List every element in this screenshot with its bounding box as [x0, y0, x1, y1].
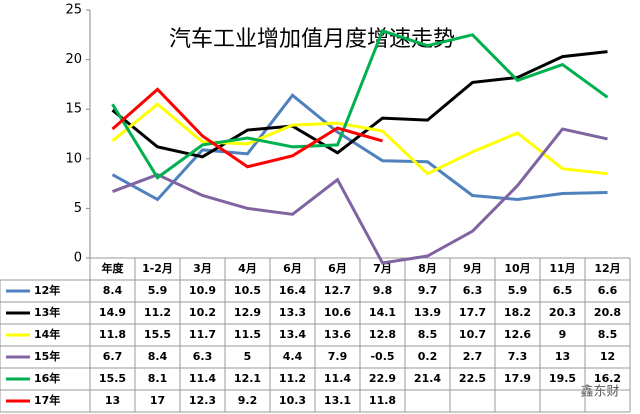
- table-cell: 15.5: [144, 328, 171, 341]
- table-cell: 6.5: [553, 284, 573, 297]
- table-cell: 9: [559, 328, 567, 341]
- table-cell: 10.2: [189, 306, 216, 319]
- table-cell: 22.5: [459, 372, 486, 385]
- table-cell: 18.2: [504, 306, 531, 319]
- table-cell: 12.8: [369, 328, 396, 341]
- table-cell: 22.9: [369, 372, 396, 385]
- x-tick-label: 9月: [463, 262, 482, 275]
- table-cell: 15.5: [99, 372, 126, 385]
- table-cell: 6.7: [103, 350, 123, 363]
- x-tick-label: 10月: [504, 262, 530, 275]
- y-tick-label: 25: [65, 3, 82, 18]
- table-cell: 8.4: [103, 284, 123, 297]
- y-tick-label: 10: [65, 151, 82, 166]
- table-cell: 5: [244, 350, 252, 363]
- x-tick-label: 6月: [328, 262, 347, 275]
- y-tick-label: 5: [74, 201, 82, 216]
- table-cell: 8.1: [148, 372, 168, 385]
- table-cell: 12: [600, 350, 615, 363]
- y-tick-label: 0: [74, 251, 82, 266]
- table-cell: 11.7: [189, 328, 216, 341]
- table-cell: 12.7: [324, 284, 351, 297]
- x-tick-label: 年度: [102, 261, 125, 275]
- legend-label: 16年: [34, 371, 60, 385]
- table-cell: 9.2: [238, 394, 258, 407]
- table-cell: 11.2: [144, 306, 171, 319]
- table-cell: 13: [555, 350, 570, 363]
- table-cell: 8.5: [598, 328, 618, 341]
- x-tick-label: 3月: [193, 262, 212, 275]
- table-cell: 17: [150, 394, 165, 407]
- series-line: [111, 28, 609, 180]
- table-cell: 13.4: [279, 328, 306, 341]
- watermark: 鑫东财: [580, 384, 619, 400]
- table-cell: 0.2: [418, 350, 438, 363]
- x-tick-label: 6月: [283, 262, 302, 275]
- table-cell: 21.4: [414, 372, 441, 385]
- table-cell: 14.9: [99, 306, 126, 319]
- table-cell: 10.9: [189, 284, 216, 297]
- table-cell: 9.8: [373, 284, 393, 297]
- table-cell: 17.9: [504, 372, 531, 385]
- x-tick-label: 1-2月: [142, 262, 173, 275]
- table-cell: 12.6: [504, 328, 531, 341]
- table-cell: 16.4: [279, 284, 306, 297]
- table-cell: 4.4: [283, 350, 303, 363]
- table-cell: 10.5: [234, 284, 261, 297]
- series-line: [111, 50, 608, 159]
- table-cell: 20.8: [594, 306, 621, 319]
- x-tick-label: 7月: [373, 262, 392, 275]
- table-cell: 5.9: [148, 284, 168, 297]
- table-cell: 11.4: [324, 372, 351, 385]
- table-cell: 20.3: [549, 306, 576, 319]
- x-tick-label: 12月: [594, 262, 620, 275]
- table-cell: 11.4: [189, 372, 216, 385]
- legend-label: 15年: [34, 349, 60, 363]
- table-cell: 16.2: [594, 372, 621, 385]
- table-cell: 11.2: [279, 372, 306, 385]
- table-cell: 13.9: [414, 306, 441, 319]
- x-tick-label: 11月: [549, 262, 575, 275]
- table-cell: 19.5: [549, 372, 576, 385]
- legend-label: 17年: [34, 393, 60, 407]
- table-cell: 5.9: [508, 284, 528, 297]
- table-cell: 13.3: [279, 306, 306, 319]
- table-cell: 8.5: [418, 328, 438, 341]
- x-tick-label: 8月: [418, 262, 437, 275]
- table-cell: 11.8: [369, 394, 396, 407]
- table-cell: 11.5: [234, 328, 261, 341]
- y-tick-label: 15: [65, 102, 82, 117]
- table-cell: 7.3: [508, 350, 528, 363]
- series-line: [111, 93, 608, 202]
- table-cell: 12.1: [234, 372, 261, 385]
- table-cell: 13: [105, 394, 120, 407]
- table-cell: 2.7: [463, 350, 483, 363]
- table-cell: 13.1: [324, 394, 351, 407]
- table-cell: 10.3: [279, 394, 306, 407]
- table-cell: 12.3: [189, 394, 216, 407]
- table-cell: 13.6: [324, 328, 351, 341]
- legend-label: 12年: [34, 283, 60, 297]
- table-cell: 9.7: [418, 284, 438, 297]
- table-cell: 6.3: [193, 350, 213, 363]
- series-line: [111, 127, 608, 265]
- table-cell: 10.6: [324, 306, 351, 319]
- table-cell: 8.4: [148, 350, 168, 363]
- table-cell: 7.9: [328, 350, 348, 363]
- table-cell: 6.3: [463, 284, 483, 297]
- table-cell: 10.7: [459, 328, 486, 341]
- series-line: [111, 102, 608, 176]
- table-cell: 11.8: [99, 328, 126, 341]
- y-tick-label: 20: [65, 52, 82, 67]
- table-cell: 17.7: [459, 306, 486, 319]
- table-cell: 14.1: [369, 306, 396, 319]
- table-cell: 12.9: [234, 306, 261, 319]
- legend-label: 13年: [34, 305, 60, 319]
- table-cell: -0.5: [370, 350, 394, 363]
- table-cell: 6.6: [598, 284, 618, 297]
- series-line: [111, 87, 383, 169]
- x-tick-label: 4月: [238, 262, 257, 275]
- legend-label: 14年: [34, 327, 60, 341]
